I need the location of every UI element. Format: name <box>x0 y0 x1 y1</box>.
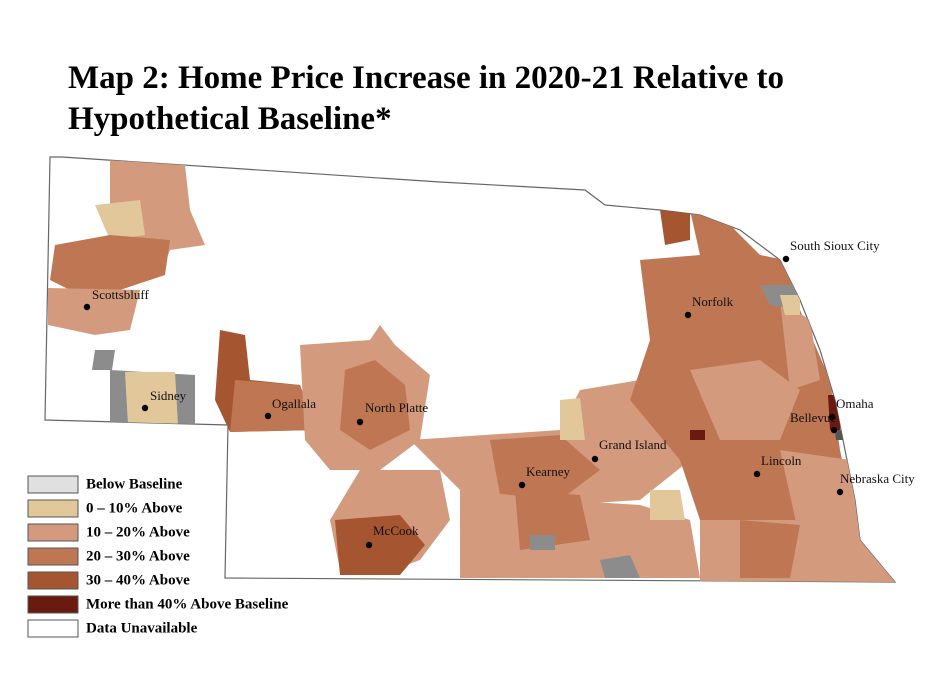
legend-swatch <box>27 475 79 494</box>
legend: Below Baseline 0 – 10% Above 10 – 20% Abov… <box>27 475 289 638</box>
region <box>780 295 800 315</box>
city-label: Grand Island <box>599 437 667 452</box>
legend-swatch <box>27 619 79 638</box>
cities: Scottsbluff Sidney Ogallala North Platte McC… <box>83 238 915 549</box>
city-label: North Platte <box>365 400 428 415</box>
city-label: Omaha <box>836 396 874 411</box>
region <box>690 360 800 440</box>
region <box>690 430 705 440</box>
region <box>650 490 685 520</box>
city-label: Sidney <box>150 388 187 403</box>
city-dot <box>141 404 149 412</box>
legend-label: 0 – 10% Above <box>86 500 183 516</box>
region <box>640 210 800 350</box>
city-label: Ogallala <box>272 396 316 411</box>
region <box>490 435 600 500</box>
map-title: Map 2: Home Price Increase in 2020-21 Re… <box>68 60 785 137</box>
legend-label: 20 – 30% Above <box>86 548 190 564</box>
region <box>740 520 800 578</box>
region <box>50 235 170 290</box>
region <box>340 360 410 450</box>
city-label: South Sioux City <box>790 238 880 253</box>
city-dot <box>518 481 526 489</box>
region <box>660 210 690 245</box>
legend-swatch <box>27 547 79 566</box>
city-dot <box>836 488 844 496</box>
region <box>335 515 425 575</box>
city-label: McCook <box>373 523 419 538</box>
legend-swatch <box>27 595 79 614</box>
legend-label: 30 – 40% Above <box>86 572 190 588</box>
region <box>125 372 178 425</box>
region <box>230 380 318 432</box>
legend-label: More than 40% Above Baseline <box>86 596 289 612</box>
region <box>600 555 640 578</box>
region <box>92 350 115 370</box>
region <box>560 398 585 440</box>
legend-label: 10 – 20% Above <box>86 524 190 540</box>
city-dot <box>684 311 692 319</box>
region <box>530 535 555 550</box>
city-dot <box>830 426 838 434</box>
city-dot <box>365 541 373 549</box>
city-dot <box>591 455 599 463</box>
region <box>95 200 145 240</box>
region <box>780 450 860 540</box>
city-label: Kearney <box>526 464 571 479</box>
city-label: Nebraska City <box>840 471 915 486</box>
city-dot <box>782 255 790 263</box>
city-dot <box>83 303 91 311</box>
legend-label: Data Unavailable <box>86 620 198 636</box>
legend-label: Below Baseline <box>86 476 183 492</box>
city-label: Norfolk <box>692 294 734 309</box>
city-dot <box>753 470 761 478</box>
city-dot <box>356 418 364 426</box>
legend-swatch <box>27 523 79 542</box>
city-dot <box>828 413 836 421</box>
regions <box>48 160 895 582</box>
city-label: Scottsbluff <box>92 287 149 302</box>
legend-swatch <box>27 571 79 590</box>
city-label: Lincoln <box>761 453 802 468</box>
city-dot <box>264 412 272 420</box>
region <box>48 288 140 335</box>
city-label: Bellevue <box>790 410 836 425</box>
legend-swatch <box>27 499 79 518</box>
